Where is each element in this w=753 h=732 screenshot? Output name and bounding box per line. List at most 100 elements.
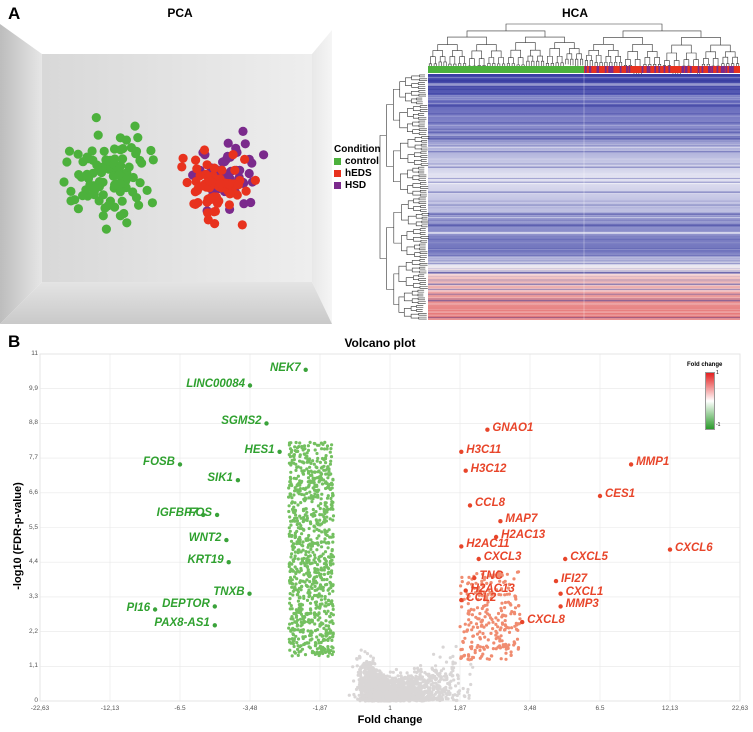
volcano-point-down [309,522,313,526]
hca-hsd-stripe [584,66,587,73]
pca-point-heds [250,175,260,185]
pca-point-control [110,154,120,164]
volcano-point-up [486,588,490,592]
volcano-point-down [322,626,326,630]
volcano-point-down [329,631,333,635]
gene-label-fosb: FOSB [143,456,175,469]
volcano-point-down [326,624,331,628]
gene-dot-mmp3 [558,604,563,609]
volcano-point-up [504,651,508,655]
pca-point-heds [189,199,199,209]
volcano-point-down [300,532,304,536]
volcano-point [432,686,436,690]
volcano-point-down [298,596,302,600]
volcano-y-tick: 0 [34,697,38,704]
volcano-point-down [290,507,295,511]
volcano-point-down [323,528,327,532]
volcano-point-down [292,511,296,515]
volcano-point-up [498,579,502,583]
volcano-point [437,690,441,694]
pca-point-control [66,196,76,206]
volcano-point [359,648,363,652]
volcano-point [367,661,371,665]
volcano-point-down [324,563,329,567]
pca-point-control [134,200,144,210]
pca-point-control [101,224,111,234]
volcano-point [373,696,377,701]
gene-dot-hes1 [277,449,282,454]
volcano-point-down [294,634,298,638]
volcano-point [455,693,459,698]
volcano-point [391,670,395,674]
volcano-point [439,669,443,673]
condition-legend: Condition control hEDS HSD [334,144,381,191]
volcano-point [438,671,442,676]
volcano-point-down [304,553,308,557]
volcano-point-down [301,540,305,544]
volcano-point-down [308,490,312,494]
volcano-point-up [518,617,522,621]
volcano-point-down [288,561,292,565]
volcano-point-down [331,589,335,593]
volcano-point-down [319,621,323,625]
volcano-point [469,682,473,687]
colorbar-max: 1 [716,370,719,376]
volcano-x-tick: 22,63 [731,705,749,712]
volcano-point-down [318,513,322,517]
volcano-point-up [516,622,520,626]
pca-point-control [114,170,124,180]
hca-hsd-stripe [608,66,611,73]
volcano-point-down [303,653,308,657]
volcano-point-up [514,597,518,601]
volcano-point-down [292,559,296,563]
volcano-point-down [326,494,330,498]
volcano-point-down [320,530,324,534]
volcano-point-up [505,572,509,576]
volcano-point-down [288,515,292,519]
volcano-point-down [310,561,314,565]
volcano-point-up [486,600,490,604]
volcano-point-down [316,456,320,460]
volcano-point-down [310,473,314,477]
volcano-point-down [324,601,328,605]
volcano-point-down [290,501,294,505]
volcano-point [397,688,401,692]
volcano-point-down [317,571,321,575]
pca-point-heds [182,177,192,188]
volcano-point-up [480,582,484,586]
volcano-point [357,673,361,677]
volcano-point-up [470,645,474,649]
volcano-point [398,677,402,681]
gene-label-linc00084: LINC00084 [186,377,245,390]
volcano-point-down [324,612,328,616]
gene-dot-pi16 [152,607,158,612]
volcano-point [377,694,381,698]
volcano-point-up [492,641,496,645]
volcano-point [387,697,391,701]
volcano-point-down [315,451,319,456]
volcano-point-down [287,626,291,630]
volcano-point-down [299,649,303,653]
volcano-point-up [485,596,489,600]
volcano-point-up [485,581,489,585]
volcano-point-down [300,623,304,627]
volcano-point-up [494,633,498,637]
volcano-point [377,672,381,676]
volcano-point-down [323,537,327,541]
volcano-point-down [310,500,314,504]
volcano-point [468,672,472,676]
volcano-point [417,685,421,689]
volcano-point-down [326,546,330,550]
volcano-point-down [323,647,327,651]
volcano-point-down [290,654,294,658]
pca-point-control [94,196,104,206]
pca-point-control [103,201,113,211]
volcano-point-down [299,566,303,571]
volcano-point-down [327,528,331,532]
volcano-x-tick: -1,87 [312,705,328,712]
gene-dot-h2ac13 [463,588,468,593]
volcano-point-up [516,628,520,632]
volcano-point-up [478,645,482,649]
volcano-point-down [298,489,302,493]
volcano-point-up [507,630,512,634]
